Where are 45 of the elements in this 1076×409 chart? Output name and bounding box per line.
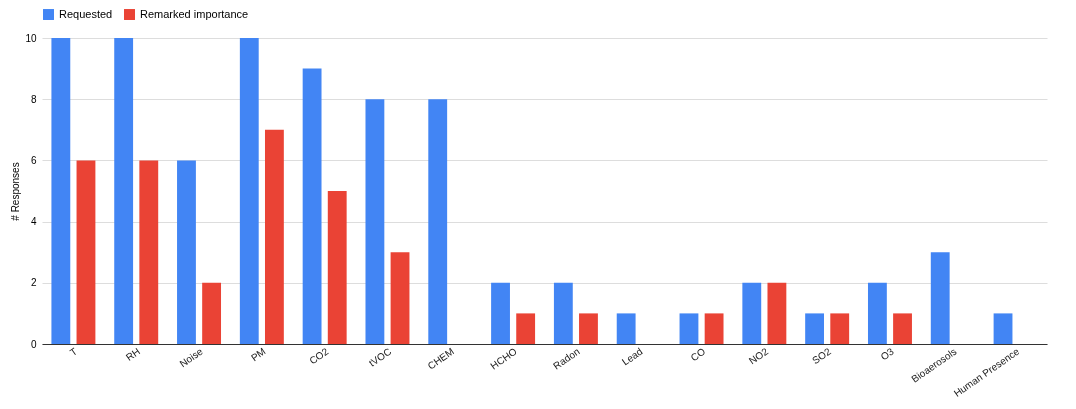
bar bbox=[302, 68, 322, 344]
bar bbox=[805, 313, 825, 344]
bar bbox=[139, 160, 159, 344]
x-tick-label: T bbox=[67, 345, 80, 359]
bar bbox=[742, 282, 762, 344]
y-tick-label: 4 bbox=[30, 216, 37, 228]
bar bbox=[767, 282, 787, 344]
bar bbox=[893, 313, 912, 344]
bar bbox=[264, 129, 284, 344]
bar bbox=[579, 313, 598, 344]
bar bbox=[993, 313, 1013, 344]
x-tick-label: NO2 bbox=[746, 345, 771, 367]
bar bbox=[51, 38, 71, 344]
bar bbox=[616, 313, 636, 344]
bar bbox=[76, 160, 96, 344]
x-tick-label: O3 bbox=[878, 345, 897, 363]
bar bbox=[867, 282, 887, 344]
legend-label: Requested bbox=[59, 7, 113, 20]
bar bbox=[553, 282, 573, 344]
y-tick-label: 10 bbox=[25, 32, 37, 44]
bar bbox=[704, 313, 724, 344]
bar bbox=[428, 99, 448, 344]
bar bbox=[930, 252, 950, 344]
x-tick-label: PM bbox=[248, 345, 268, 364]
bar bbox=[177, 160, 196, 344]
bar bbox=[202, 282, 222, 344]
bar bbox=[516, 313, 536, 344]
legend-label: Remarked importance bbox=[140, 7, 249, 20]
bar bbox=[239, 38, 259, 344]
bar bbox=[390, 252, 410, 344]
x-tick-label: CO2 bbox=[307, 345, 331, 367]
y-axis-title: # Responses bbox=[10, 162, 22, 221]
y-tick-label: 2 bbox=[30, 277, 37, 289]
bar bbox=[365, 99, 385, 344]
y-tick-label: 8 bbox=[30, 93, 37, 105]
bar bbox=[830, 313, 850, 344]
y-tick-label: 6 bbox=[30, 154, 37, 166]
x-tick-label: CO bbox=[688, 345, 708, 364]
bar bbox=[114, 38, 134, 344]
x-tick-label: RH bbox=[123, 345, 142, 363]
y-tick-label: 0 bbox=[30, 338, 37, 350]
bar bbox=[491, 282, 510, 344]
bar bbox=[327, 191, 347, 344]
x-tick-label: SO2 bbox=[810, 345, 834, 367]
bar bbox=[679, 313, 699, 344]
